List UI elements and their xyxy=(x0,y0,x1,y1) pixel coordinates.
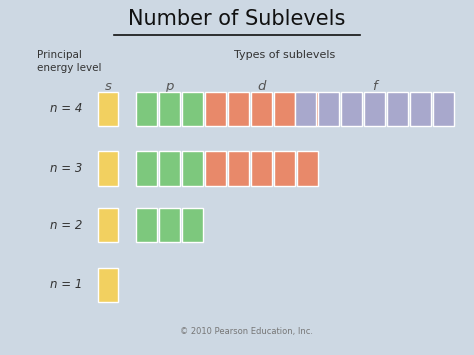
FancyBboxPatch shape xyxy=(251,152,272,186)
FancyBboxPatch shape xyxy=(297,152,318,186)
FancyBboxPatch shape xyxy=(98,152,118,186)
Text: f: f xyxy=(372,80,377,93)
Text: © 2010 Pearson Education, Inc.: © 2010 Pearson Education, Inc. xyxy=(180,327,313,336)
FancyBboxPatch shape xyxy=(137,92,157,126)
FancyBboxPatch shape xyxy=(228,152,248,186)
FancyBboxPatch shape xyxy=(137,152,157,186)
FancyBboxPatch shape xyxy=(387,92,408,126)
FancyBboxPatch shape xyxy=(159,208,180,242)
FancyBboxPatch shape xyxy=(228,92,248,126)
FancyBboxPatch shape xyxy=(182,208,203,242)
FancyBboxPatch shape xyxy=(251,92,272,126)
FancyBboxPatch shape xyxy=(433,92,454,126)
Text: n = 2: n = 2 xyxy=(50,219,82,232)
FancyBboxPatch shape xyxy=(205,92,226,126)
Text: Types of sublevels: Types of sublevels xyxy=(234,50,335,60)
FancyBboxPatch shape xyxy=(318,92,338,126)
FancyBboxPatch shape xyxy=(159,92,180,126)
FancyBboxPatch shape xyxy=(274,152,295,186)
Text: s: s xyxy=(104,80,111,93)
Text: n = 3: n = 3 xyxy=(50,162,82,175)
FancyBboxPatch shape xyxy=(274,92,295,126)
FancyBboxPatch shape xyxy=(98,92,118,126)
FancyBboxPatch shape xyxy=(159,152,180,186)
Text: n = 1: n = 1 xyxy=(50,278,82,291)
FancyBboxPatch shape xyxy=(341,92,362,126)
Text: p: p xyxy=(165,80,174,93)
FancyBboxPatch shape xyxy=(182,92,203,126)
Text: Principal
energy level: Principal energy level xyxy=(37,50,102,73)
Text: n = 4: n = 4 xyxy=(50,103,82,115)
FancyBboxPatch shape xyxy=(137,208,157,242)
FancyBboxPatch shape xyxy=(98,208,118,242)
Text: Number of Sublevels: Number of Sublevels xyxy=(128,9,346,29)
FancyBboxPatch shape xyxy=(182,152,203,186)
FancyBboxPatch shape xyxy=(98,268,118,302)
FancyBboxPatch shape xyxy=(205,152,226,186)
FancyBboxPatch shape xyxy=(295,92,316,126)
Text: d: d xyxy=(257,80,265,93)
FancyBboxPatch shape xyxy=(364,92,385,126)
FancyBboxPatch shape xyxy=(410,92,431,126)
FancyBboxPatch shape xyxy=(297,92,318,126)
